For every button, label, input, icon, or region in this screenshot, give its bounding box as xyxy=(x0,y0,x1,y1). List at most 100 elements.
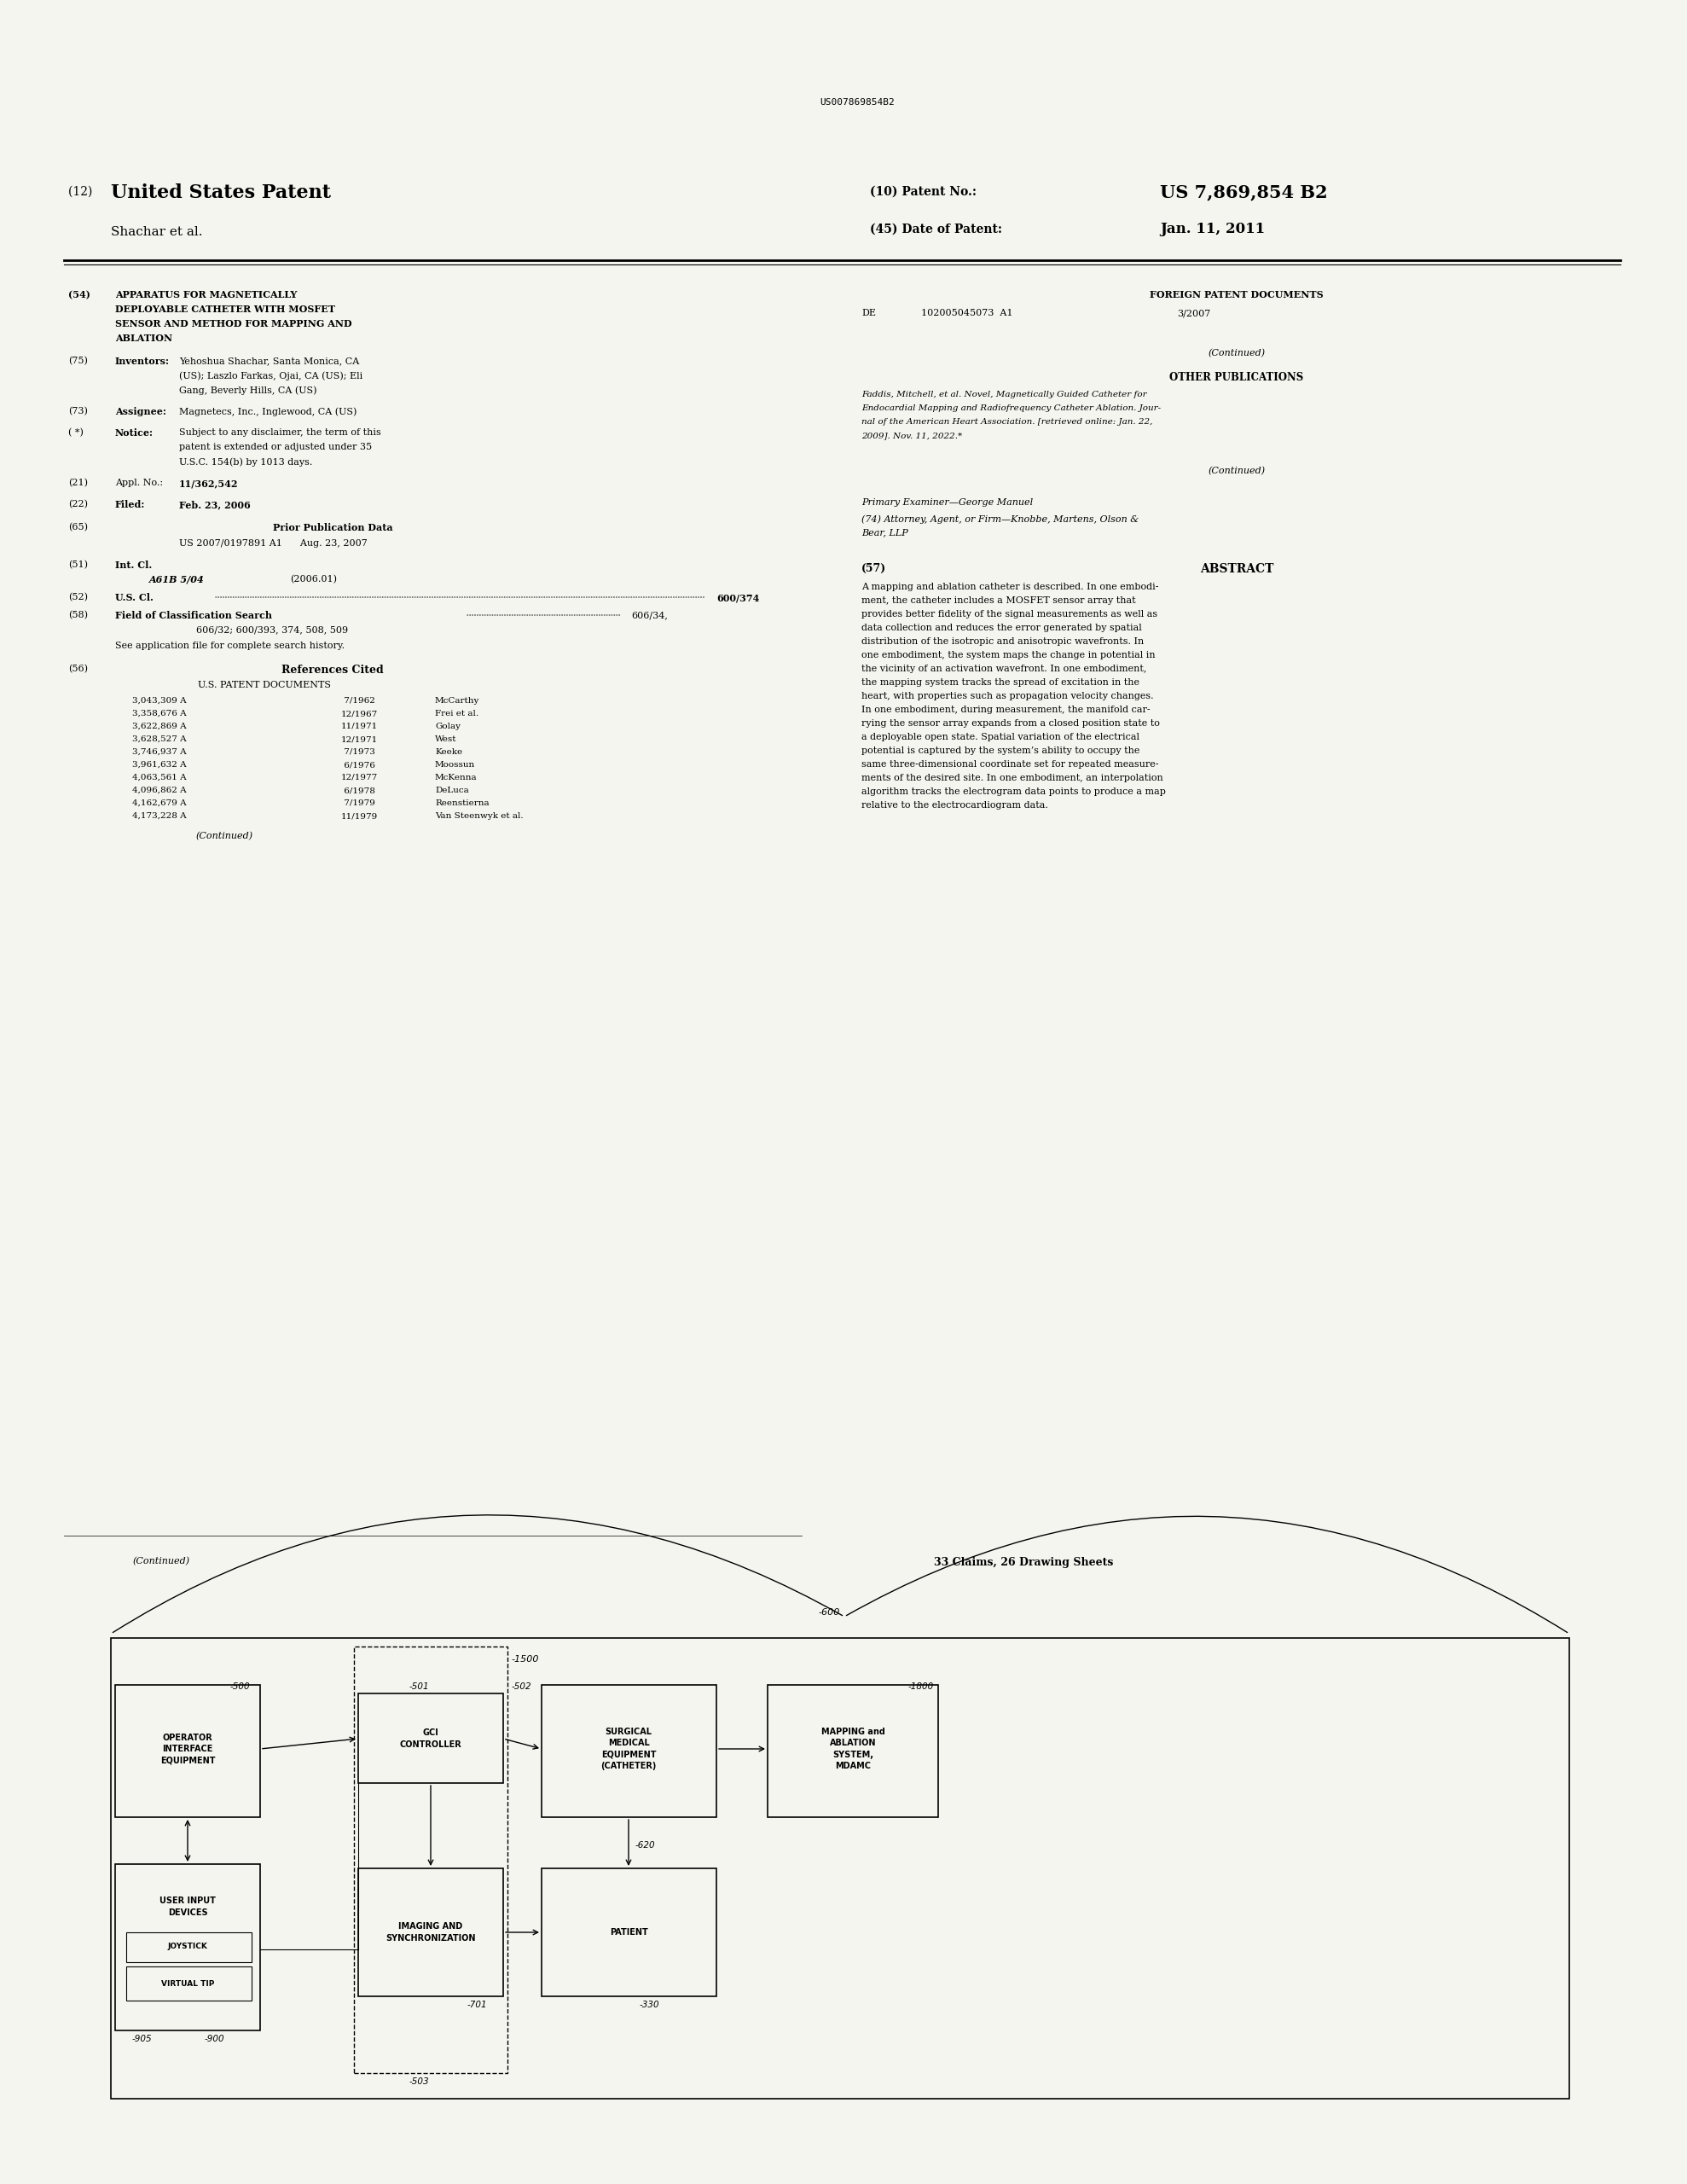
Text: Feb. 23, 2006: Feb. 23, 2006 xyxy=(179,500,251,509)
Text: USER INPUT
DEVICES: USER INPUT DEVICES xyxy=(160,1898,216,1918)
Text: ( *): ( *) xyxy=(67,428,83,437)
Text: 3,358,676 A: 3,358,676 A xyxy=(132,710,187,719)
Text: 2009]. Nov. 11, 2022.*: 2009]. Nov. 11, 2022.* xyxy=(862,432,962,439)
Text: potential is captured by the system’s ability to occupy the: potential is captured by the system’s ab… xyxy=(862,747,1140,756)
Text: -501: -501 xyxy=(410,1682,430,1690)
Text: DeLuca: DeLuca xyxy=(435,786,469,795)
Text: (65): (65) xyxy=(67,522,88,531)
Text: 3,622,869 A: 3,622,869 A xyxy=(132,723,187,729)
Text: Field of Classification Search: Field of Classification Search xyxy=(115,612,272,620)
Text: 4,063,561 A: 4,063,561 A xyxy=(132,773,187,782)
Text: (51): (51) xyxy=(67,561,88,570)
Text: Int. Cl.: Int. Cl. xyxy=(115,561,152,570)
Text: Jan. 11, 2011: Jan. 11, 2011 xyxy=(1161,223,1265,236)
Text: -503: -503 xyxy=(410,2077,430,2086)
Text: Gang, Beverly Hills, CA (US): Gang, Beverly Hills, CA (US) xyxy=(179,387,317,395)
Text: 12/1967: 12/1967 xyxy=(341,710,378,719)
Text: OPERATOR
INTERFACE
EQUIPMENT: OPERATOR INTERFACE EQUIPMENT xyxy=(160,1734,216,1765)
Text: -701: -701 xyxy=(467,2001,488,2009)
Text: (Continued): (Continued) xyxy=(1208,467,1265,476)
Text: 3/2007: 3/2007 xyxy=(1178,308,1211,317)
Text: (21): (21) xyxy=(67,478,88,487)
Text: (75): (75) xyxy=(67,356,88,365)
Text: U.S. PATENT DOCUMENTS: U.S. PATENT DOCUMENTS xyxy=(197,681,331,690)
Text: the mapping system tracks the spread of excitation in the: the mapping system tracks the spread of … xyxy=(862,679,1139,686)
Text: MAPPING and
ABLATION
SYSTEM,
MDAMC: MAPPING and ABLATION SYSTEM, MDAMC xyxy=(822,1728,884,1769)
Bar xyxy=(354,1647,508,2073)
Text: -1500: -1500 xyxy=(511,1655,540,1664)
Text: SURGICAL
MEDICAL
EQUIPMENT
(CATHETER): SURGICAL MEDICAL EQUIPMENT (CATHETER) xyxy=(601,1728,656,1769)
Text: Faddis, Mitchell, et al. Novel, Magnetically Guided Catheter for: Faddis, Mitchell, et al. Novel, Magnetic… xyxy=(862,391,1147,397)
Text: (Continued): (Continued) xyxy=(132,1557,189,1566)
Text: A61B 5/04: A61B 5/04 xyxy=(148,574,204,585)
Bar xyxy=(111,1638,1569,2099)
Text: Filed:: Filed: xyxy=(115,500,145,509)
Text: U.S.C. 154(b) by 1013 days.: U.S.C. 154(b) by 1013 days. xyxy=(179,456,312,467)
Text: McCarthy: McCarthy xyxy=(435,697,479,705)
Bar xyxy=(542,1867,717,1996)
Bar xyxy=(358,1867,503,1996)
Bar xyxy=(768,1684,938,1817)
Text: Primary Examiner—George Manuel: Primary Examiner—George Manuel xyxy=(862,498,1032,507)
Text: 606/34,: 606/34, xyxy=(631,612,668,620)
Text: -1800: -1800 xyxy=(908,1682,935,1690)
Text: OTHER PUBLICATIONS: OTHER PUBLICATIONS xyxy=(1169,371,1304,382)
Bar xyxy=(542,1684,717,1817)
Text: (Continued): (Continued) xyxy=(1208,349,1265,358)
Text: In one embodiment, during measurement, the manifold car-: In one embodiment, during measurement, t… xyxy=(862,705,1151,714)
Text: 7/1973: 7/1973 xyxy=(341,749,375,756)
Bar xyxy=(127,1933,251,1961)
Text: (54): (54) xyxy=(67,290,91,299)
Text: (74) Attorney, Agent, or Firm—Knobbe, Martens, Olson &: (74) Attorney, Agent, or Firm—Knobbe, Ma… xyxy=(862,515,1139,524)
Text: 4,162,679 A: 4,162,679 A xyxy=(132,799,187,808)
Text: -905: -905 xyxy=(132,2035,152,2044)
Text: distribution of the isotropic and anisotropic wavefronts. In: distribution of the isotropic and anisot… xyxy=(862,638,1144,646)
Text: DE: DE xyxy=(862,308,876,317)
Text: United States Patent: United States Patent xyxy=(111,183,331,203)
Text: (52): (52) xyxy=(67,592,88,603)
Text: 606/32; 600/393, 374, 508, 509: 606/32; 600/393, 374, 508, 509 xyxy=(196,625,348,633)
Text: 3,043,309 A: 3,043,309 A xyxy=(132,697,187,705)
Text: McKenna: McKenna xyxy=(435,773,477,782)
Text: 6/1978: 6/1978 xyxy=(341,786,375,795)
Text: 102005045073  A1: 102005045073 A1 xyxy=(921,308,1012,317)
Text: 3,628,527 A: 3,628,527 A xyxy=(132,736,187,743)
Text: PATIENT: PATIENT xyxy=(609,1928,648,1937)
Text: Van Steenwyk et al.: Van Steenwyk et al. xyxy=(435,812,523,819)
Text: heart, with properties such as propagation velocity changes.: heart, with properties such as propagati… xyxy=(862,692,1154,701)
Text: -600: -600 xyxy=(818,1607,840,1616)
Bar xyxy=(115,1865,260,2031)
Text: APPARATUS FOR MAGNETICALLY: APPARATUS FOR MAGNETICALLY xyxy=(115,290,297,299)
Text: 3,746,937 A: 3,746,937 A xyxy=(132,749,187,756)
Text: Bear, LLP: Bear, LLP xyxy=(862,529,908,537)
Text: (58): (58) xyxy=(67,612,88,620)
Text: Assignee:: Assignee: xyxy=(115,406,167,417)
Text: SENSOR AND METHOD FOR MAPPING AND: SENSOR AND METHOD FOR MAPPING AND xyxy=(115,319,353,328)
Text: See application file for complete search history.: See application file for complete search… xyxy=(115,642,344,651)
Text: ABLATION: ABLATION xyxy=(115,334,172,343)
Text: -330: -330 xyxy=(639,2001,660,2009)
Bar xyxy=(358,1693,503,1782)
Text: 3,961,632 A: 3,961,632 A xyxy=(132,760,187,769)
Text: (22): (22) xyxy=(67,500,88,509)
Text: data collection and reduces the error generated by spatial: data collection and reduces the error ge… xyxy=(862,625,1142,631)
Text: 6/1976: 6/1976 xyxy=(341,760,375,769)
Text: Shachar et al.: Shachar et al. xyxy=(111,227,202,238)
Text: a deployable open state. Spatial variation of the electrical: a deployable open state. Spatial variati… xyxy=(862,734,1139,740)
Text: Endocardial Mapping and Radiofrequency Catheter Ablation. Jour-: Endocardial Mapping and Radiofrequency C… xyxy=(862,404,1161,413)
Text: rying the sensor array expands from a closed position state to: rying the sensor array expands from a cl… xyxy=(862,719,1161,727)
Text: (2006.01): (2006.01) xyxy=(290,574,337,583)
Text: Subject to any disclaimer, the term of this: Subject to any disclaimer, the term of t… xyxy=(179,428,381,437)
Text: US 7,869,854 B2: US 7,869,854 B2 xyxy=(1161,183,1328,201)
Text: provides better fidelity of the signal measurements as well as: provides better fidelity of the signal m… xyxy=(862,609,1157,618)
Text: 12/1971: 12/1971 xyxy=(341,736,378,743)
Text: Prior Publication Data: Prior Publication Data xyxy=(273,522,393,533)
Text: Magnetecs, Inc., Inglewood, CA (US): Magnetecs, Inc., Inglewood, CA (US) xyxy=(179,406,358,415)
Text: (73): (73) xyxy=(67,406,88,415)
Text: (56): (56) xyxy=(67,664,88,673)
Text: Appl. No.:: Appl. No.: xyxy=(115,478,164,487)
Text: ments of the desired site. In one embodiment, an interpolation: ments of the desired site. In one embodi… xyxy=(862,773,1162,782)
Text: DEPLOYABLE CATHETER WITH MOSFET: DEPLOYABLE CATHETER WITH MOSFET xyxy=(115,304,336,314)
Text: the vicinity of an activation wavefront. In one embodiment,: the vicinity of an activation wavefront.… xyxy=(862,664,1147,673)
Text: relative to the electrocardiogram data.: relative to the electrocardiogram data. xyxy=(862,802,1048,810)
